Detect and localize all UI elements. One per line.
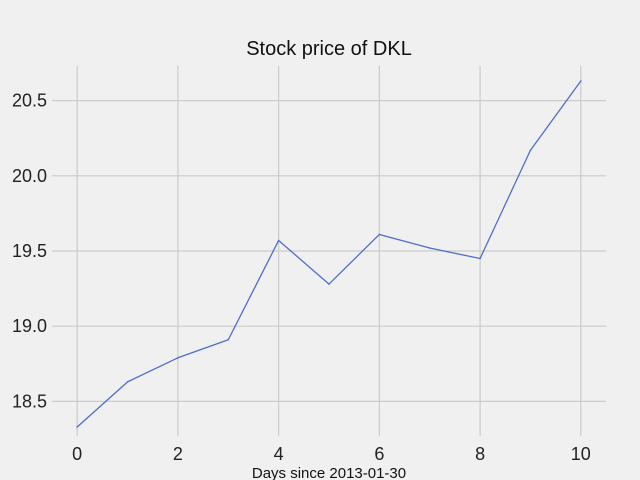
chart-title: Stock price of DKL	[246, 38, 412, 60]
price-point	[479, 257, 481, 260]
price-series-line	[76, 80, 582, 428]
series	[76, 80, 582, 428]
grid	[52, 66, 606, 436]
price-point	[277, 239, 280, 242]
price-point	[580, 80, 582, 82]
y-tick-label: 19.0	[12, 316, 47, 336]
x-tick-label: 6	[374, 444, 384, 464]
price-point	[378, 233, 381, 236]
price-point	[328, 283, 330, 285]
price-point	[529, 149, 532, 152]
price-point	[177, 356, 179, 359]
x-tick-label: 2	[173, 444, 183, 464]
price-point	[76, 426, 78, 428]
price-point	[227, 338, 230, 341]
price-point	[428, 247, 431, 249]
x-axis-ticks: 0 2 4 6 8 10	[72, 444, 591, 464]
x-tick-label: 8	[475, 444, 485, 464]
x-tick-label: 4	[274, 444, 284, 464]
x-tick-label: 10	[571, 444, 591, 464]
x-tick-label: 0	[72, 444, 82, 464]
y-tick-label: 19.5	[12, 241, 47, 261]
price-point	[126, 381, 129, 383]
y-tick-label: 20.5	[12, 91, 47, 111]
x-axis-label: Days since 2013-01-30	[252, 465, 406, 480]
y-axis-ticks: 18.5 19.0 19.5 20.0 20.5	[12, 91, 47, 412]
y-tick-label: 20.0	[12, 166, 47, 186]
y-tick-label: 18.5	[12, 391, 47, 411]
